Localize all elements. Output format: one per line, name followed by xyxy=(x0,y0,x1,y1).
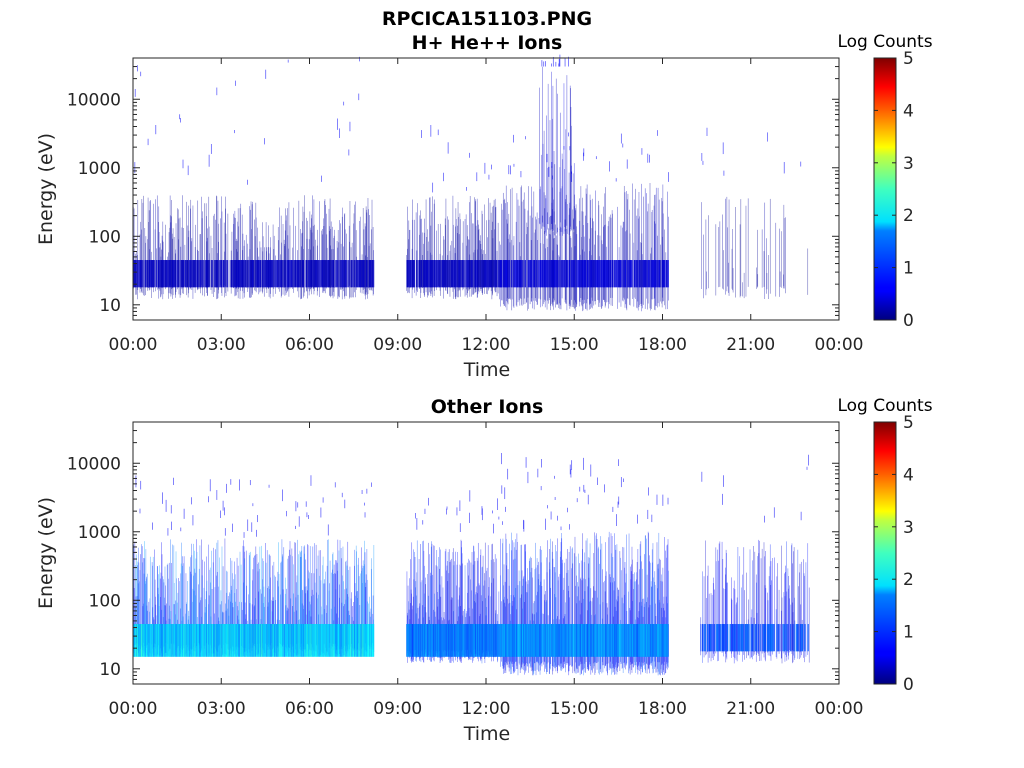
x-tick-label: 00:00 xyxy=(815,699,864,719)
y-axis-label: Energy (eV) xyxy=(35,133,57,245)
colorbar-tick-label: 4 xyxy=(903,101,914,121)
colorbar xyxy=(873,57,897,321)
x-tick-label: 03:00 xyxy=(197,335,246,355)
y-tick-label: 10000 xyxy=(67,90,121,110)
x-tick-label: 06:00 xyxy=(285,335,334,355)
spectrogram-marks xyxy=(132,452,810,676)
x-tick-label: 09:00 xyxy=(373,335,422,355)
x-tick-label: 06:00 xyxy=(285,699,334,719)
x-tick-label: 12:00 xyxy=(462,335,511,355)
y-tick-label: 1000 xyxy=(78,159,121,179)
panel-title: H+ He++ Ions xyxy=(412,32,563,54)
colorbar-tick-label: 1 xyxy=(903,259,914,279)
x-axis-label: Time xyxy=(463,359,511,381)
x-tick-label: 15:00 xyxy=(550,335,599,355)
spectrogram-marks xyxy=(132,54,809,312)
colorbar-tick-label: 3 xyxy=(903,154,914,174)
x-tick-label: 00:00 xyxy=(109,335,158,355)
x-tick-label: 00:00 xyxy=(815,335,864,355)
colorbar-tick-label: 0 xyxy=(903,311,914,331)
x-tick-label: 12:00 xyxy=(462,699,511,719)
axis-ticks: 00:00 03:00 06:00 09:00 12:00 15:00 18:00 21:00… xyxy=(67,421,864,719)
x-tick-label: 09:00 xyxy=(373,699,422,719)
colorbar-label: Log Counts xyxy=(837,32,932,52)
x-tick-label: 21:00 xyxy=(726,335,775,355)
x-tick-label: 18:00 xyxy=(638,335,687,355)
panel-other-ions: Other Ions 00:00 03:00 06:00 09:00 12:00 15:0… xyxy=(35,396,933,745)
y-tick-label: 10 xyxy=(99,296,121,316)
x-tick-label: 15:00 xyxy=(550,699,599,719)
colorbar-tick-label: 5 xyxy=(903,49,914,69)
x-tick-label: 18:00 xyxy=(638,699,687,719)
panel-title: Other Ions xyxy=(431,396,544,418)
y-tick-label: 100 xyxy=(89,227,121,247)
colorbar-tick-label: 2 xyxy=(903,206,914,226)
axis-ticks: 00:00 03:00 06:00 09:00 12:00 15:00 18:00 21:00… xyxy=(67,57,864,355)
panel-h-he-ions: H+ He++ Ions 00:00 03:00 06:00 09:00 12:00 15… xyxy=(35,32,933,381)
colorbar-ticks: 0 1 2 3 4 5 xyxy=(874,49,914,331)
figure-title: RPCICA151103.PNG xyxy=(382,8,592,30)
x-tick-label: 00:00 xyxy=(109,699,158,719)
x-tick-label: 03:00 xyxy=(197,699,246,719)
x-tick-label: 21:00 xyxy=(726,699,775,719)
